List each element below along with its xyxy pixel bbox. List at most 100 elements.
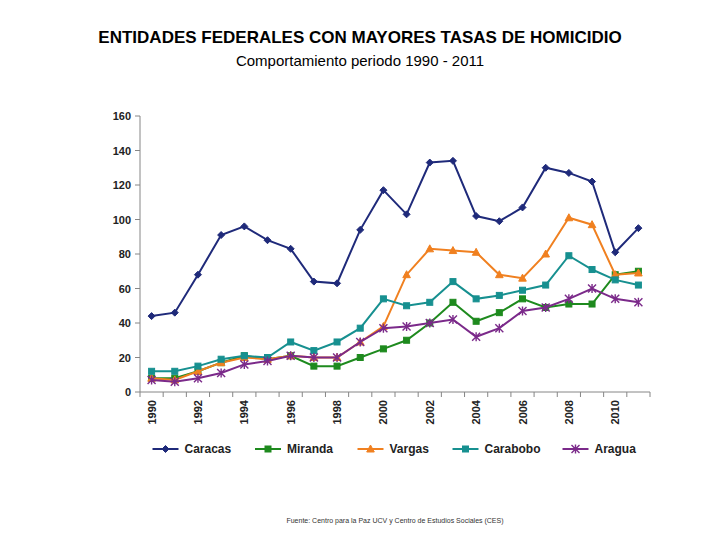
x-tick [626, 392, 627, 397]
x-tick-label: 2004 [470, 399, 482, 424]
data-point [565, 214, 573, 221]
data-point [566, 253, 572, 259]
data-point [635, 282, 641, 288]
legend-marker [162, 446, 169, 453]
y-tick [135, 254, 140, 255]
data-point [404, 303, 410, 309]
x-tick-label: 2008 [563, 400, 575, 424]
data-point [218, 232, 225, 239]
data-point [542, 164, 549, 171]
x-tick [348, 392, 349, 397]
data-point [635, 225, 642, 232]
data-point [473, 318, 479, 324]
data-point [589, 267, 595, 273]
data-point [356, 337, 364, 346]
data-point [427, 299, 433, 305]
data-point [403, 271, 411, 278]
x-tick [603, 392, 604, 397]
plot-area [148, 157, 643, 386]
data-point [612, 277, 618, 283]
x-tick [209, 392, 210, 397]
y-tick-label: 160 [113, 110, 131, 122]
data-point [519, 274, 527, 281]
data-point [565, 169, 572, 176]
data-point [148, 375, 156, 384]
data-point [565, 294, 573, 303]
x-tick [255, 392, 256, 397]
x-tick-label: 2000 [377, 400, 389, 424]
legend-marker [463, 446, 469, 452]
x-tick-label: 2002 [424, 400, 436, 424]
legend-label: Carabobo [485, 442, 541, 456]
data-point [171, 309, 178, 316]
x-tick [371, 392, 372, 397]
y-tick-label: 0 [125, 386, 131, 398]
data-point [334, 280, 341, 287]
x-tick-label: 2010 [609, 400, 621, 424]
data-point [357, 355, 363, 361]
x-tick [418, 392, 419, 397]
data-point [588, 221, 596, 228]
y-tick-label: 120 [113, 179, 131, 191]
x-tick [232, 392, 233, 397]
x-tick [557, 392, 558, 397]
data-point [148, 313, 155, 320]
x-tick [325, 392, 326, 397]
data-point [520, 296, 526, 302]
data-point [333, 353, 341, 362]
x-tick [464, 392, 465, 397]
data-point [310, 353, 318, 362]
y-tick-label: 60 [119, 283, 131, 295]
legend-marker [572, 445, 580, 454]
data-point [380, 296, 386, 302]
data-point [218, 356, 224, 362]
data-point [241, 354, 249, 361]
data-point [496, 292, 502, 298]
x-tick [534, 392, 535, 397]
y-tick-label: 140 [113, 145, 131, 157]
data-point [404, 337, 410, 343]
data-point [403, 322, 411, 331]
data-point [450, 299, 456, 305]
data-point [426, 319, 434, 328]
x-tick [140, 392, 141, 397]
x-tick [302, 392, 303, 397]
x-tick [186, 392, 187, 397]
data-point [589, 301, 595, 307]
data-point [287, 245, 294, 252]
y-tick-label: 40 [119, 317, 131, 329]
series-line [152, 161, 639, 316]
x-tick-label: 1990 [146, 400, 158, 424]
data-point [520, 287, 526, 293]
data-point [519, 306, 527, 315]
legend-label: Miranda [287, 442, 333, 456]
data-point [588, 284, 596, 293]
data-point [217, 369, 225, 378]
x-tick-label: 1994 [238, 399, 250, 424]
data-point [171, 377, 179, 386]
data-point [287, 351, 295, 360]
data-point [542, 250, 550, 257]
data-point [311, 363, 317, 369]
data-point [380, 346, 386, 352]
x-tick [395, 392, 396, 397]
data-point [194, 271, 201, 278]
data-point [334, 339, 340, 345]
data-point [241, 223, 248, 230]
legend-marker [265, 446, 271, 452]
data-point [472, 248, 480, 255]
x-tick [650, 392, 651, 397]
data-point [149, 368, 155, 374]
data-point [172, 368, 178, 374]
series-line [152, 256, 639, 372]
y-tick [135, 357, 140, 358]
data-point [449, 157, 456, 164]
data-point [194, 374, 202, 383]
legend-marker [367, 445, 375, 452]
data-point [496, 218, 503, 225]
data-point [473, 296, 479, 302]
x-tick [279, 392, 280, 397]
x-tick [580, 392, 581, 397]
data-point [379, 324, 387, 333]
data-point [519, 204, 526, 211]
